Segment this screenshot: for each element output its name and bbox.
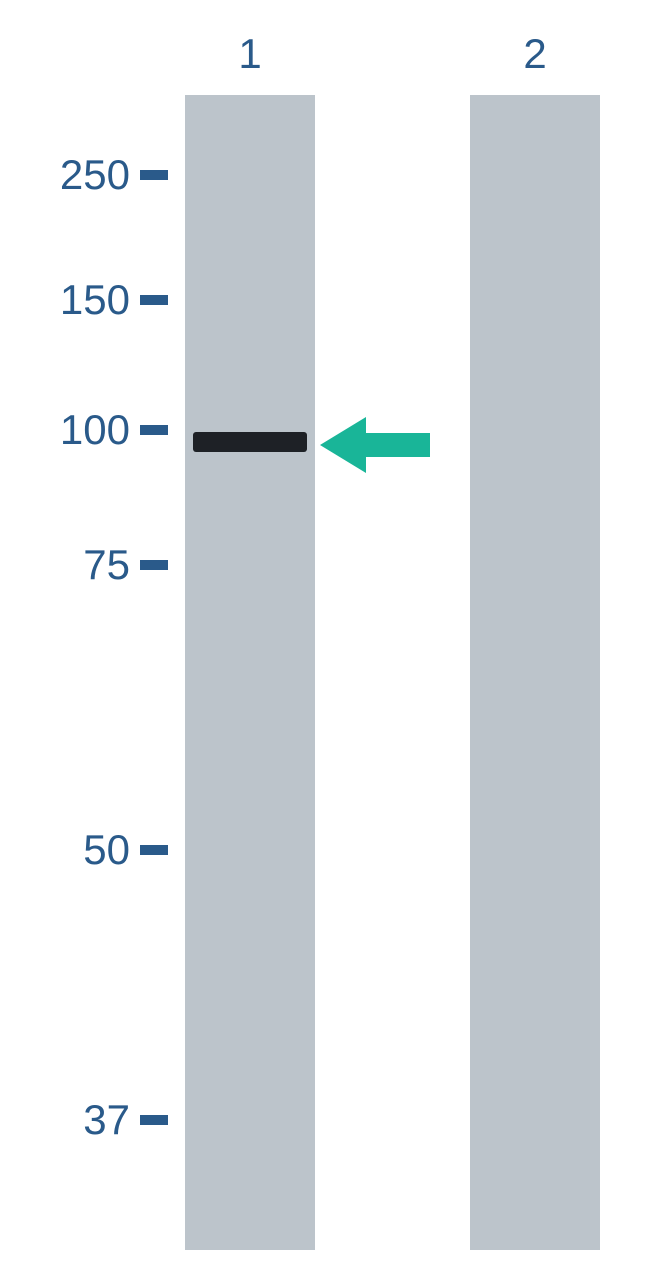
lane-2-header: 2: [523, 30, 546, 78]
marker-label-37: 37: [83, 1096, 130, 1144]
lane-1-header: 1: [238, 30, 261, 78]
lane-1-band-1: [193, 432, 307, 452]
marker-label-75: 75: [83, 541, 130, 589]
marker-label-50: 50: [83, 826, 130, 874]
arrow-left-icon: [320, 417, 430, 473]
marker-tick-150: [140, 295, 168, 305]
marker-tick-50: [140, 845, 168, 855]
marker-tick-75: [140, 560, 168, 570]
western-blot-figure: 1 2 250 150 100 75 50 37: [0, 0, 650, 1270]
marker-tick-250: [140, 170, 168, 180]
band-indicator-arrow-icon: [320, 417, 430, 473]
marker-label-250: 250: [60, 151, 130, 199]
marker-tick-100: [140, 425, 168, 435]
marker-tick-37: [140, 1115, 168, 1125]
marker-label-150: 150: [60, 276, 130, 324]
marker-label-100: 100: [60, 406, 130, 454]
lane-1-strip: [185, 95, 315, 1250]
lane-2-strip: [470, 95, 600, 1250]
